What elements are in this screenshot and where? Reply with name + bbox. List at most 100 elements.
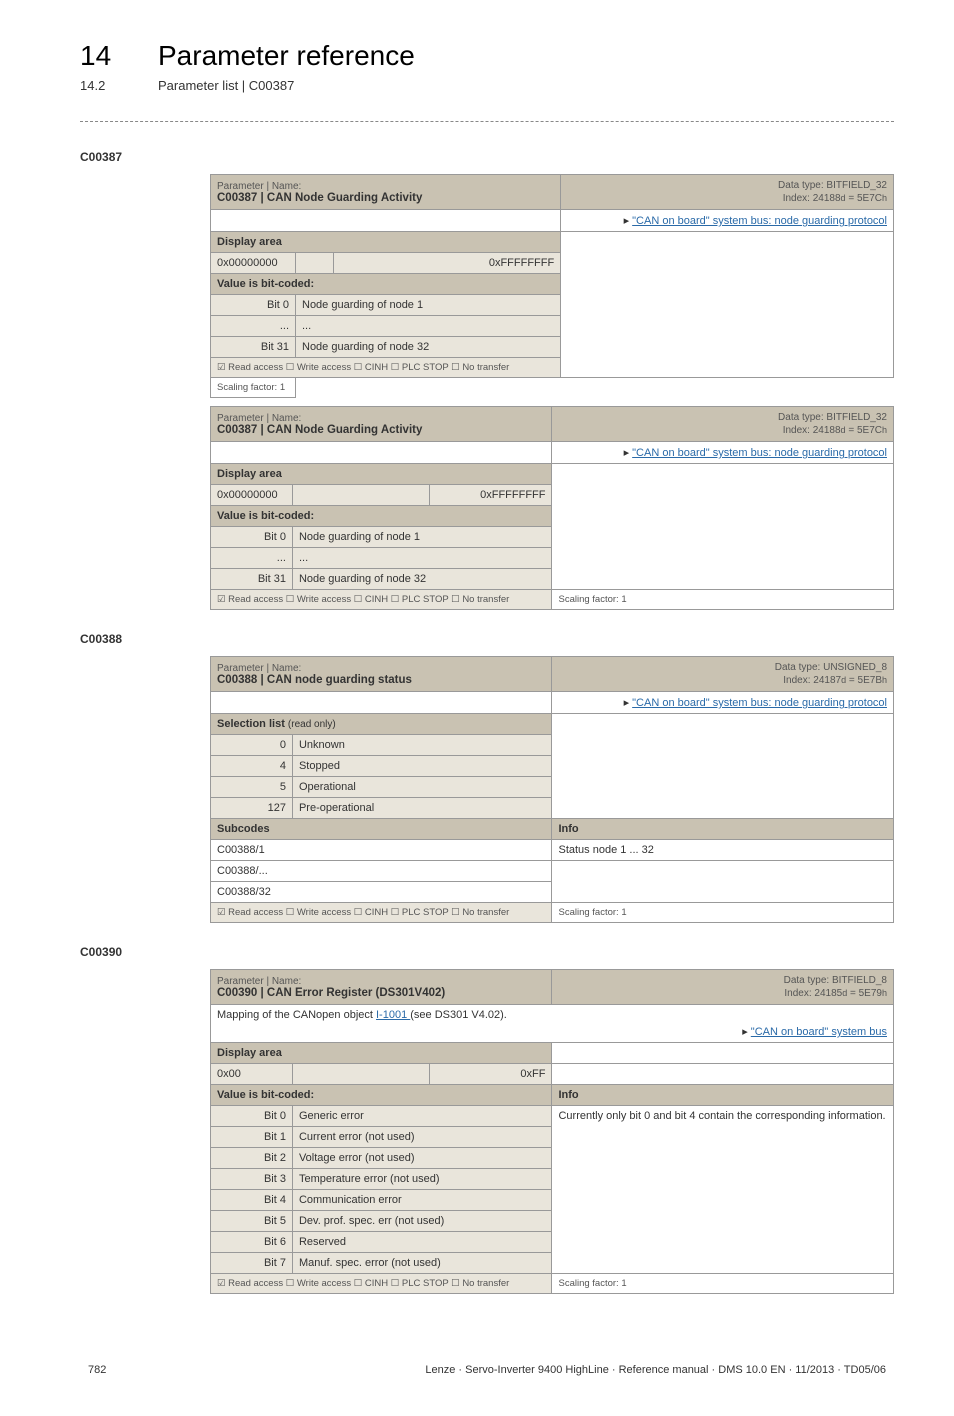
param-header-left: Parameter | Name: C00387 | CAN Node Guar… <box>211 407 552 442</box>
range-hi: 0xFFFFFFFF <box>429 485 552 506</box>
bit-label: Current error (not used) <box>292 1127 552 1148</box>
param-title: C00387 | CAN Node Guarding Activity <box>217 192 554 204</box>
display-area-header: Display area <box>211 232 561 253</box>
bit-num: Bit 0 <box>211 527 293 548</box>
selection-list-header: Selection list (read only) <box>211 714 552 735</box>
param-block-c00390: Parameter | Name: C00390 | CAN Error Reg… <box>210 969 894 1294</box>
sel-num: 5 <box>211 777 293 798</box>
sel-label: Pre-operational <box>292 798 552 819</box>
subcode: C00388/1 <box>211 840 552 861</box>
param-header-right: Data type: BITFIELD_32 Index: 24188d = 5… <box>552 407 894 442</box>
param-datatype: Data type: BITFIELD_32 <box>778 412 887 423</box>
footer-text: Lenze · Servo-Inverter 9400 HighLine · R… <box>425 1364 886 1376</box>
param-title: C00388 | CAN node guarding status <box>217 674 545 686</box>
param-header-left: Parameter | Name: C00390 | CAN Error Reg… <box>211 970 552 1005</box>
value-bitcoded-header: Value is bit-coded: <box>211 274 561 295</box>
doc-link-cell: "CAN on board" system bus: node guarding… <box>561 210 894 232</box>
scaling-factor: Scaling factor: 1 <box>552 1274 894 1294</box>
info-empty <box>552 1043 894 1064</box>
bit-label: Reserved <box>292 1232 552 1253</box>
info-header: Info <box>552 819 894 840</box>
range-mid <box>292 485 429 506</box>
sel-num: 127 <box>211 798 293 819</box>
info-empty <box>561 232 894 378</box>
param-header-right: Data type: BITFIELD_8 Index: 24185d = 5E… <box>552 970 894 1005</box>
map-pre: Mapping of the CANopen object <box>217 1009 376 1021</box>
range-mid <box>292 1064 429 1085</box>
range-lo: 0x00000000 <box>211 253 296 274</box>
bit-num: Bit 3 <box>211 1169 293 1190</box>
selection-list-label: Selection list <box>217 718 285 730</box>
param-table-c00388: Parameter | Name: C00388 | CAN node guar… <box>210 656 894 923</box>
sub-h: h <box>882 193 887 203</box>
subcode-info-empty <box>552 861 894 903</box>
param-header-left: Parameter | Name: C00387 | CAN Node Guar… <box>211 175 561 210</box>
info-empty <box>552 714 894 819</box>
doc-link-cell: "CAN on board" system bus <box>217 1025 887 1038</box>
bit-label: Dev. prof. spec. err (not used) <box>292 1211 552 1232</box>
bit-num: ... <box>211 316 296 337</box>
bit-label: Temperature error (not used) <box>292 1169 552 1190</box>
bit-label: Communication error <box>292 1190 552 1211</box>
can-guarding-link[interactable]: "CAN on board" system bus: node guarding… <box>632 697 887 709</box>
chapter-title: Parameter reference <box>158 40 415 72</box>
sub-h: h <box>882 988 887 998</box>
chapter-header: 14 Parameter reference <box>80 40 894 72</box>
can-systembus-link[interactable]: "CAN on board" system bus <box>751 1026 887 1038</box>
subcode: C00388/... <box>211 861 552 882</box>
scaling-factor: Scaling factor: 1 <box>552 590 894 610</box>
doc-link-cell: "CAN on board" system bus: node guarding… <box>552 442 894 464</box>
access-flags: ☑ Read access ☐ Write access ☐ CINH ☐ PL… <box>211 590 552 610</box>
bit-num: Bit 2 <box>211 1148 293 1169</box>
info-header: Info <box>552 1085 894 1106</box>
value-bitcoded-header: Value is bit-coded: <box>211 1085 552 1106</box>
bit-info: Currently only bit 0 and bit 4 contain t… <box>552 1106 894 1274</box>
range-hi: 0xFFFFFFFF <box>333 253 561 274</box>
bit-label: Node guarding of node 1 <box>296 295 561 316</box>
param-name-label: Parameter | Name: <box>217 976 545 987</box>
display-area-header: Display area <box>211 1043 552 1064</box>
bit-num: Bit 0 <box>211 295 296 316</box>
param-index-post: = 5E7C <box>846 425 882 436</box>
info-empty <box>552 464 894 590</box>
sel-num: 4 <box>211 756 293 777</box>
param-index-pre: Index: 24188 <box>783 193 841 204</box>
range-lo: 0x00 <box>211 1064 293 1085</box>
read-only-label: (read only) <box>288 719 336 730</box>
subcode: C00388/32 <box>211 882 552 903</box>
i1001-link[interactable]: I-1001 <box>376 1009 410 1021</box>
bit-label: Node guarding of node 1 <box>292 527 552 548</box>
can-guarding-link[interactable]: "CAN on board" system bus: node guarding… <box>632 215 887 227</box>
bit-num: Bit 7 <box>211 1253 293 1274</box>
scaling-factor: Scaling factor: 1 <box>552 903 894 923</box>
can-guarding-link[interactable]: "CAN on board" system bus: node guarding… <box>632 447 887 459</box>
access-flags: ☑ Read access ☐ Write access ☐ CINH ☐ PL… <box>211 903 552 923</box>
param-index-pre: Index: 24188 <box>783 425 841 436</box>
value-bitcoded-header: Value is bit-coded: <box>211 506 552 527</box>
param-block-c00387-real: Parameter | Name: C00387 | CAN Node Guar… <box>210 406 894 610</box>
sel-num: 0 <box>211 735 293 756</box>
bit-label: Manuf. spec. error (not used) <box>292 1253 552 1274</box>
chapter-number: 14 <box>80 40 130 72</box>
param-datatype: Data type: UNSIGNED_8 <box>775 662 887 673</box>
param-datatype: Data type: BITFIELD_32 <box>778 180 887 191</box>
param-name-label: Parameter | Name: <box>217 413 545 424</box>
arrow-icon <box>624 697 633 709</box>
page-number: 782 <box>88 1364 106 1376</box>
param-index-pre: Index: 24187 <box>783 675 841 686</box>
bit-num: Bit 6 <box>211 1232 293 1253</box>
arrow-icon <box>624 447 633 459</box>
access-flags: ☑ Read access ☐ Write access ☐ CINH ☐ PL… <box>211 1274 552 1294</box>
scaling-factor: Scaling factor: 1 <box>211 378 296 398</box>
bit-label: Generic error <box>292 1106 552 1127</box>
sel-label: Unknown <box>292 735 552 756</box>
param-header-right: Data type: BITFIELD_32 Index: 24188d = 5… <box>561 175 894 210</box>
range-lo: 0x00000000 <box>211 485 293 506</box>
info-empty <box>552 1064 894 1085</box>
param-block-c00388: Parameter | Name: C00388 | CAN node guar… <box>210 656 894 923</box>
bit-num: ... <box>211 548 293 569</box>
range-mid <box>296 253 334 274</box>
param-index-post: = 5E79 <box>847 988 882 999</box>
page-container: 14 Parameter reference 14.2 Parameter li… <box>0 0 954 1416</box>
param-table-c00390: Parameter | Name: C00390 | CAN Error Reg… <box>210 969 894 1294</box>
